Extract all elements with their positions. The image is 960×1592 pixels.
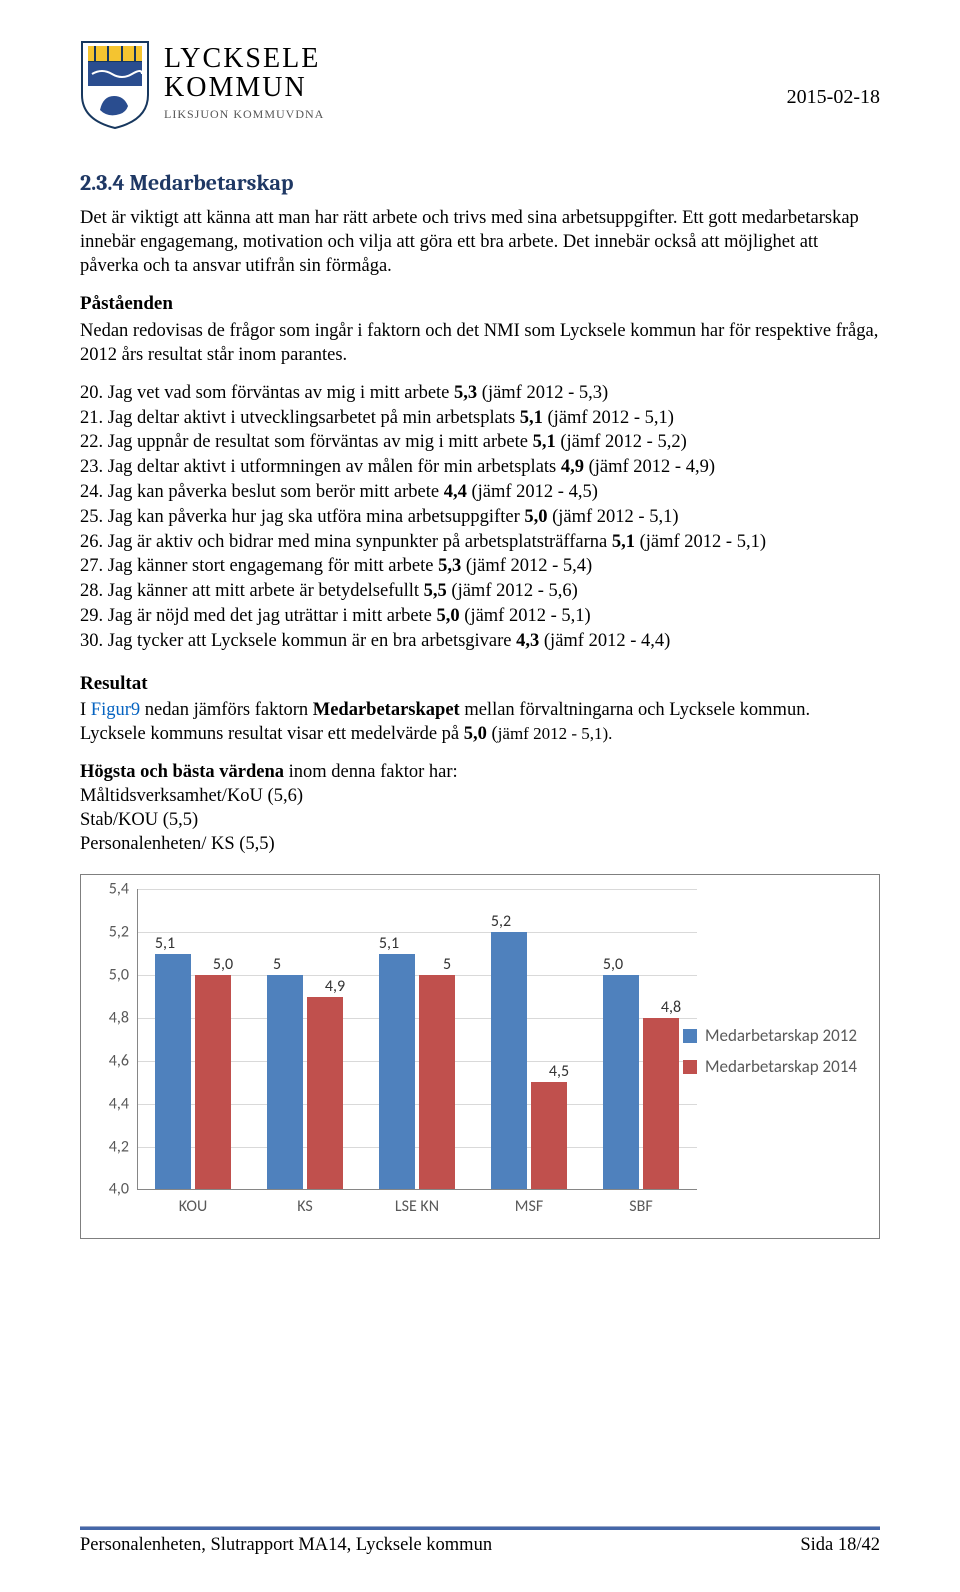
y-tick-label: 4,6 bbox=[95, 1051, 129, 1070]
hogsta-lines: Måltidsverksamhet/KoU (5,6)Stab/KOU (5,5… bbox=[80, 786, 303, 854]
resultat-paragraph: I Figur9 nedan jämförs faktorn Medarbeta… bbox=[80, 698, 880, 746]
bar-value-label: 5 bbox=[443, 955, 451, 974]
legend-label: Medarbetarskap 2012 bbox=[705, 1025, 857, 1046]
y-tick-label: 4,0 bbox=[95, 1180, 129, 1199]
section-heading: 2.3.4 Medarbetarskap bbox=[80, 170, 880, 196]
chart-plot-area: 5,1 5,0 5 4,9 5,1 5 5,2 4,5 5,0 4,8 bbox=[137, 889, 697, 1189]
statement-row: 24. Jag kan påverka beslut som berör mit… bbox=[80, 480, 880, 505]
statement-row: 28. Jag känner att mitt arbete är betyde… bbox=[80, 579, 880, 604]
chart-bar bbox=[531, 1082, 567, 1189]
body-content: Det är viktigt att känna att man har rät… bbox=[80, 206, 880, 856]
bar-value-label: 5,1 bbox=[379, 934, 399, 953]
x-tick-label: LSE KN bbox=[395, 1197, 439, 1216]
resultat-pre: I bbox=[80, 700, 91, 720]
bar-value-label: 5,1 bbox=[155, 934, 175, 953]
legend-swatch-icon bbox=[683, 1060, 697, 1074]
org-subtitle: LIKSJUON KOMMUVDNA bbox=[164, 107, 324, 122]
resultat-comparison: jämf 2012 - 5,1). bbox=[498, 724, 613, 743]
footer-left: Personalenheten, Slutrapport MA14, Lycks… bbox=[80, 1535, 492, 1556]
document-date: 2015-02-18 bbox=[787, 86, 880, 109]
y-tick-label: 4,4 bbox=[95, 1094, 129, 1113]
chart-bar bbox=[267, 975, 303, 1189]
statements-list: 20. Jag vet vad som förväntas av mig i m… bbox=[80, 381, 880, 654]
chart-bar bbox=[603, 975, 639, 1189]
footer-right: Sida 18/42 bbox=[800, 1535, 880, 1556]
bar-value-label: 4,8 bbox=[661, 998, 681, 1017]
legend-item-2012: Medarbetarskap 2012 bbox=[683, 1025, 857, 1046]
statement-row: 29. Jag är nöjd med det jag uträttar i m… bbox=[80, 604, 880, 629]
chart-legend: Medarbetarskap 2012 Medarbetarskap 2014 bbox=[683, 1025, 857, 1087]
resultat-value: 5,0 bbox=[464, 724, 487, 744]
legend-item-2014: Medarbetarskap 2014 bbox=[683, 1056, 857, 1077]
chart-bar bbox=[643, 1018, 679, 1189]
bar-value-label: 4,5 bbox=[549, 1062, 569, 1081]
legend-label: Medarbetarskap 2014 bbox=[705, 1056, 857, 1077]
page-footer: Personalenheten, Slutrapport MA14, Lycks… bbox=[80, 1535, 880, 1556]
org-name-line1: LYCKSELE bbox=[164, 44, 324, 73]
intro-paragraph: Det är viktigt att känna att man har rät… bbox=[80, 206, 880, 278]
x-tick-label: KOU bbox=[179, 1197, 207, 1216]
chart-bar bbox=[155, 954, 191, 1190]
medarbetarskap-chart: 5,1 5,0 5 4,9 5,1 5 5,2 4,5 5,0 4,8 Medarbetarska… bbox=[80, 874, 880, 1239]
resultat-post2: ( bbox=[487, 724, 498, 744]
statement-row: 21. Jag deltar aktivt i utvecklingsarbet… bbox=[80, 406, 880, 431]
bar-value-label: 5,0 bbox=[213, 955, 233, 974]
footer-divider bbox=[80, 1526, 880, 1530]
chart-bar bbox=[419, 975, 455, 1189]
x-tick-label: KS bbox=[297, 1197, 313, 1216]
chart-bar bbox=[379, 954, 415, 1190]
chart-bar bbox=[195, 975, 231, 1189]
pastaenden-intro: Nedan redovisas de frågor som ingår i fa… bbox=[80, 319, 880, 367]
bar-value-label: 5,0 bbox=[603, 955, 623, 974]
statement-row: 25. Jag kan påverka hur jag ska utföra m… bbox=[80, 505, 880, 530]
pastaenden-heading: Påståenden bbox=[80, 292, 880, 317]
resultat-bold-term: Medarbetarskapet bbox=[313, 700, 460, 720]
bar-value-label: 5 bbox=[273, 955, 281, 974]
page-header: LYCKSELE KOMMUN LIKSJUON KOMMUVDNA bbox=[80, 40, 880, 130]
org-name-line2: KOMMUN bbox=[164, 73, 324, 102]
chart-bar bbox=[307, 997, 343, 1190]
legend-swatch-icon bbox=[683, 1029, 697, 1043]
municipality-crest-icon bbox=[80, 40, 150, 130]
y-tick-label: 5,4 bbox=[95, 880, 129, 899]
statement-row: 30. Jag tycker att Lycksele kommun är en… bbox=[80, 629, 880, 654]
bar-value-label: 5,2 bbox=[491, 912, 511, 931]
x-tick-label: MSF bbox=[515, 1197, 543, 1216]
hogsta-paragraph: Högsta och bästa värdena inom denna fakt… bbox=[80, 760, 880, 856]
chart-bar bbox=[491, 932, 527, 1189]
x-tick-label: SBF bbox=[629, 1197, 652, 1216]
hogsta-tail: inom denna faktor har: bbox=[284, 762, 458, 782]
y-tick-label: 5,0 bbox=[95, 966, 129, 985]
y-tick-label: 5,2 bbox=[95, 923, 129, 942]
y-tick-label: 4,2 bbox=[95, 1137, 129, 1156]
statement-row: 20. Jag vet vad som förväntas av mig i m… bbox=[80, 381, 880, 406]
resultat-heading: Resultat bbox=[80, 672, 880, 697]
org-name-block: LYCKSELE KOMMUN LIKSJUON KOMMUVDNA bbox=[164, 40, 324, 122]
statement-row: 27. Jag känner stort engagemang för mitt… bbox=[80, 554, 880, 579]
y-tick-label: 4,8 bbox=[95, 1009, 129, 1028]
figure-reference: Figur9 bbox=[91, 700, 140, 720]
statement-row: 22. Jag uppnår de resultat som förväntas… bbox=[80, 430, 880, 455]
hogsta-heading: Högsta och bästa värdena bbox=[80, 762, 284, 782]
resultat-mid: nedan jämförs faktorn bbox=[140, 700, 313, 720]
statement-row: 23. Jag deltar aktivt i utformningen av … bbox=[80, 455, 880, 480]
statement-row: 26. Jag är aktiv och bidrar med mina syn… bbox=[80, 530, 880, 555]
bar-value-label: 4,9 bbox=[325, 977, 345, 996]
